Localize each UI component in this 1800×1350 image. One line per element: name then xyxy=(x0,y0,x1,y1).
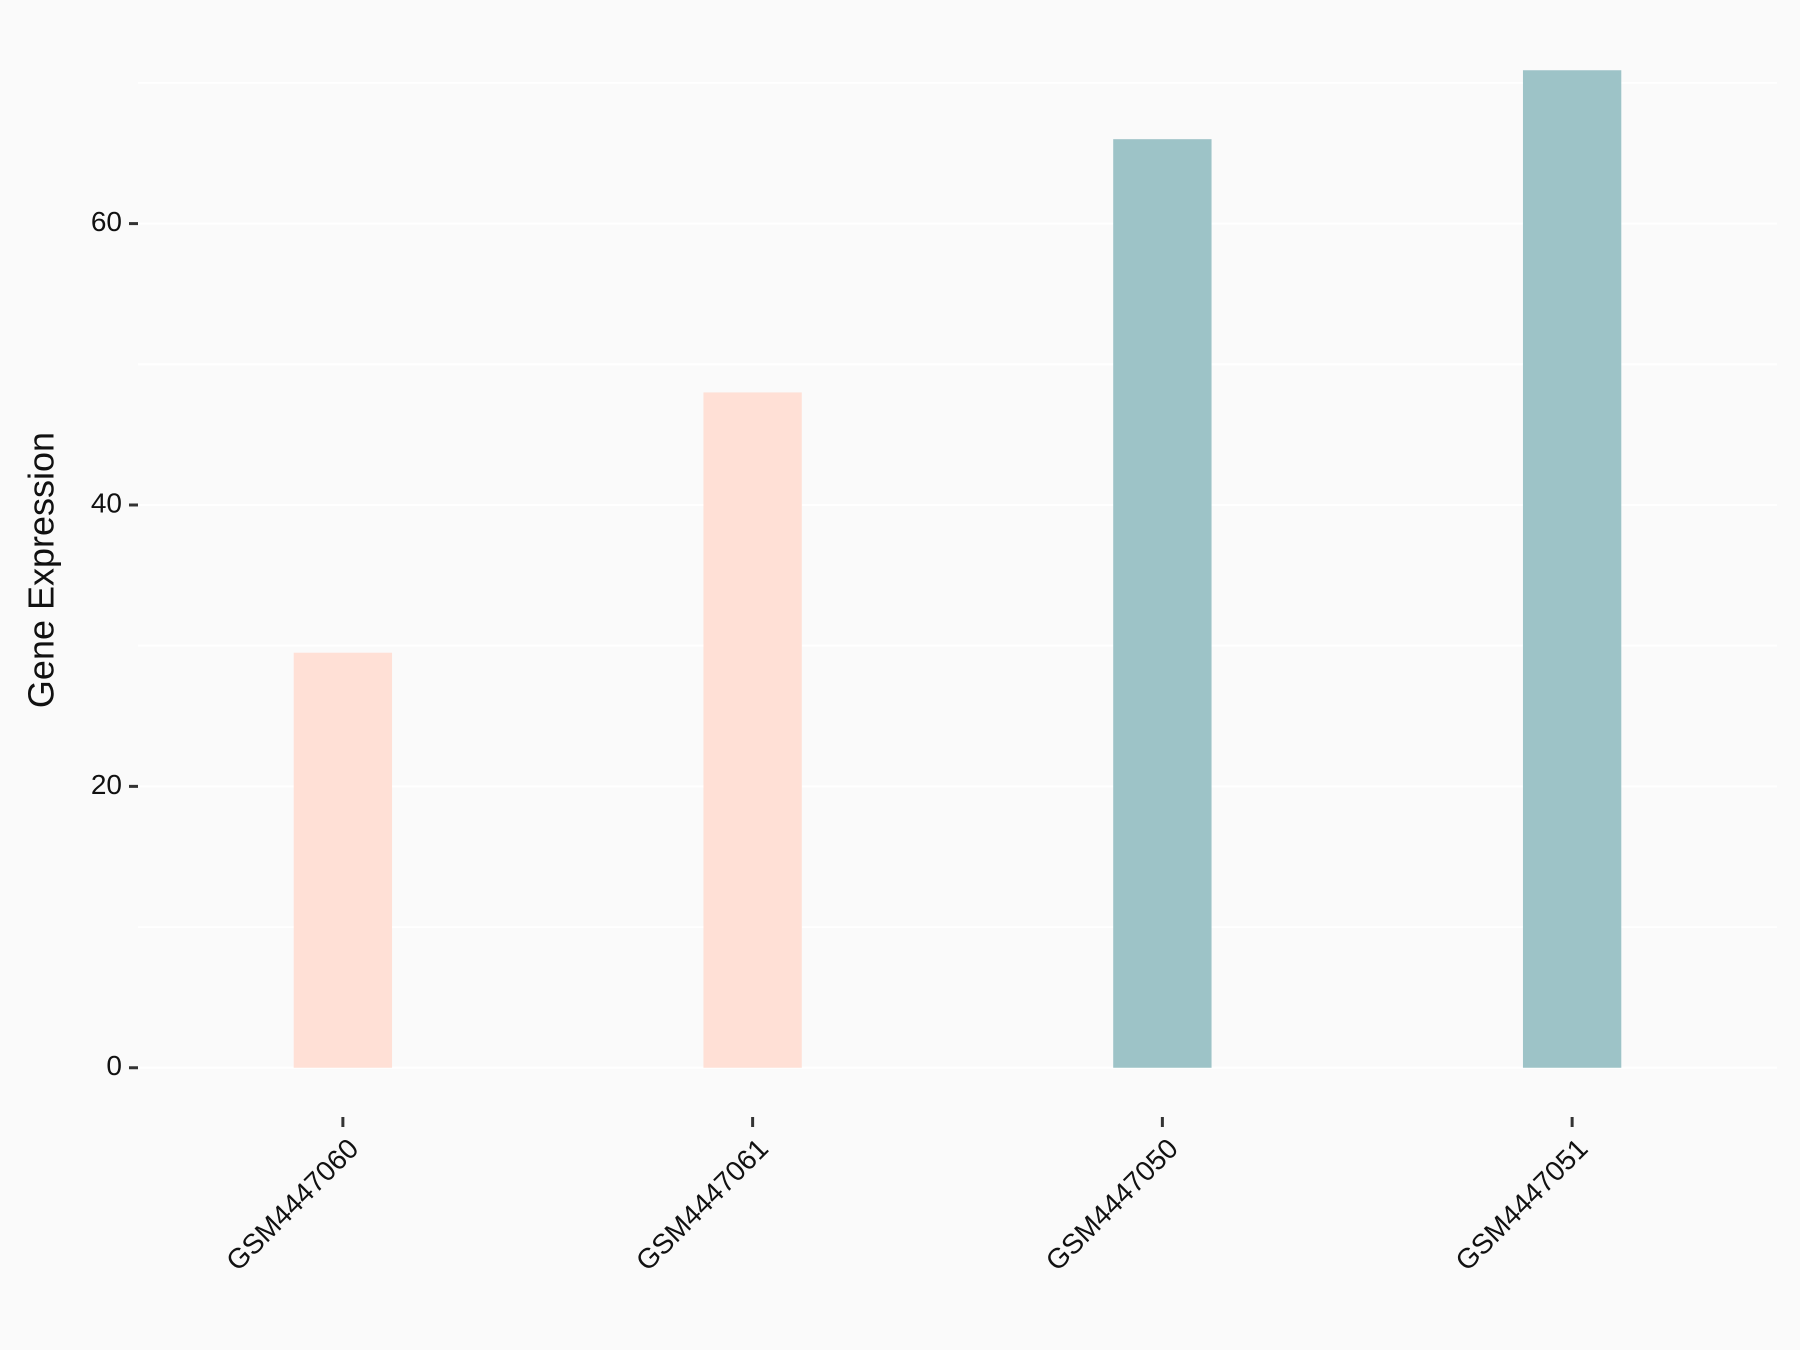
bar xyxy=(293,652,393,1068)
y-tick-label: 0 xyxy=(106,1050,122,1081)
y-tick-label: 20 xyxy=(91,769,122,800)
bar xyxy=(703,392,802,1068)
y-tick-label: 40 xyxy=(91,487,122,518)
bar xyxy=(1113,139,1212,1068)
y-tick-label: 60 xyxy=(91,206,122,237)
y-axis-title: Gene Expression xyxy=(21,432,62,708)
bar xyxy=(1522,70,1622,1068)
